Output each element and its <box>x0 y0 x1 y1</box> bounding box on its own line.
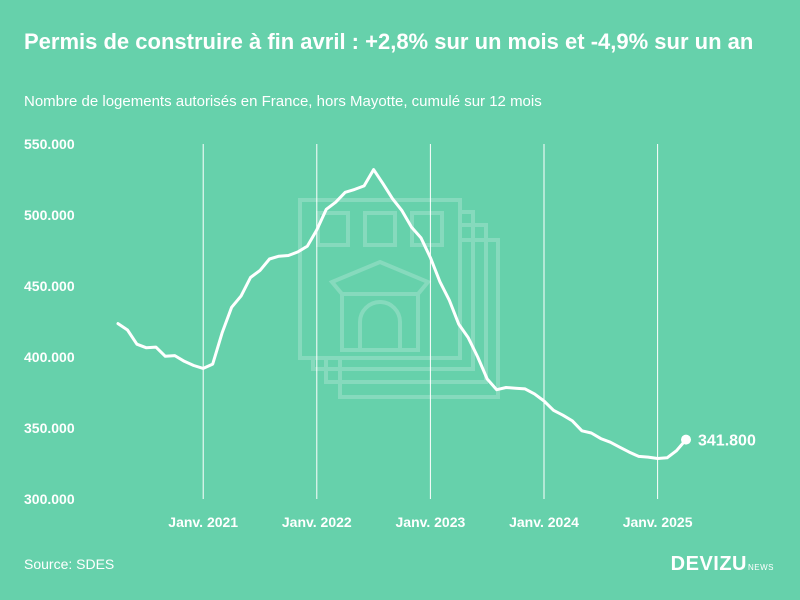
y-tick-label: 350.000 <box>24 420 75 436</box>
brand-logo: DEVIZUNEWS <box>671 553 774 576</box>
y-tick-label: 450.000 <box>24 278 75 294</box>
x-tick-label: Janv. 2023 <box>396 514 466 530</box>
x-tick-label: Janv. 2024 <box>509 514 579 530</box>
brand-name: DEVIZU <box>670 553 747 575</box>
chart-title: Permis de construire à fin avril : +2,8%… <box>24 29 754 54</box>
chart-subtitle: Nombre de logements autorisés en France,… <box>24 93 542 110</box>
end-point-marker <box>681 434 691 445</box>
series-line <box>116 168 688 460</box>
x-tick-label: Janv. 2022 <box>282 514 352 530</box>
source-note: Source: SDES <box>24 556 115 572</box>
building-icon <box>298 198 500 399</box>
x-tick-label: Janv. 2021 <box>168 514 238 530</box>
y-tick-label: 300.000 <box>24 491 75 507</box>
y-tick-label: 550.000 <box>24 136 75 152</box>
y-tick-label: 400.000 <box>24 349 75 365</box>
x-tick-label: Janv. 2025 <box>623 514 693 530</box>
y-tick-label: 500.000 <box>24 207 75 223</box>
brand-sub: NEWS <box>748 563 774 572</box>
end-value-label: 341.800 <box>698 433 756 450</box>
